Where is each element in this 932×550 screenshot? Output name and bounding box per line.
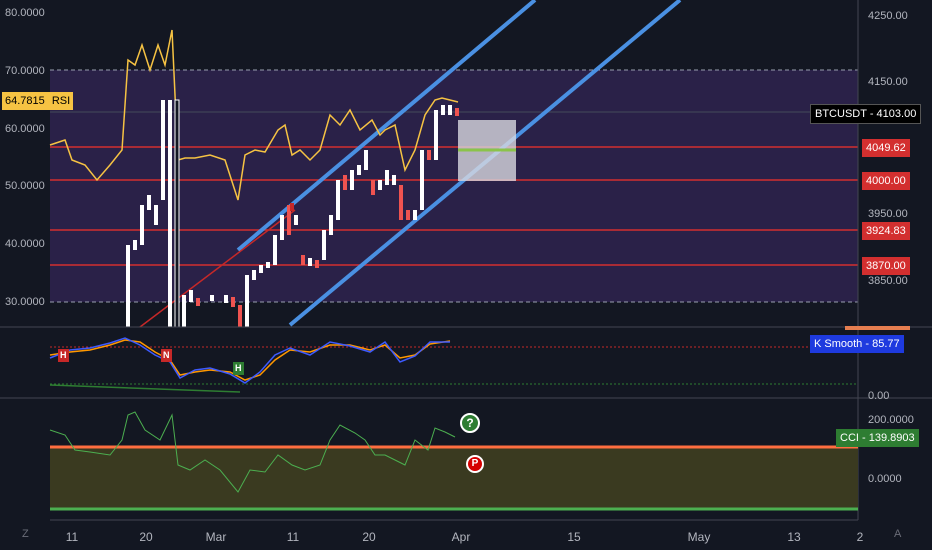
cci-axis-tick: 0.0000 xyxy=(868,473,902,485)
level-label-4000[interactable]: 4000.00 xyxy=(862,172,910,190)
pattern-badge[interactable]: H xyxy=(233,362,244,375)
rsi-axis-tick: 60.0000 xyxy=(5,123,45,135)
time-axis-label: May xyxy=(687,530,711,544)
cci-axis-tick: 200.0000 xyxy=(868,414,914,426)
time-axis-label: 20 xyxy=(139,530,153,544)
k-smooth-label[interactable]: K Smooth - 85.77 xyxy=(810,335,904,353)
k-smooth-name: K Smooth xyxy=(814,338,863,350)
rsi-line xyxy=(49,29,459,201)
time-axis-label: Mar xyxy=(205,530,227,544)
time-axis-label: 20 xyxy=(362,530,376,544)
symbol-price-label[interactable]: BTCUSDT - 4103.00 xyxy=(810,104,922,124)
cci-line xyxy=(49,411,456,493)
symbol-price: 4103.00 xyxy=(876,108,917,120)
scale-indicator xyxy=(845,326,910,330)
trend-red-line xyxy=(139,209,296,328)
candles xyxy=(126,99,459,328)
level-label-3870[interactable]: 3870.00 xyxy=(862,257,910,275)
stoch-k-line xyxy=(49,337,450,384)
pattern-badge[interactable]: H xyxy=(58,349,69,362)
time-axis-corner-left[interactable]: Z xyxy=(22,528,29,540)
k-smooth-sep: - xyxy=(865,338,873,350)
symbol-sep: - xyxy=(869,108,877,120)
rsi-value-badge: 64.7815 RSI xyxy=(2,92,74,110)
time-axis-label: 15 xyxy=(567,530,581,544)
stoch-d-line xyxy=(49,339,451,381)
pattern-badge[interactable]: N xyxy=(161,349,172,362)
time-axis-corner-right[interactable]: A xyxy=(894,528,902,540)
price-axis-tick: 3950.00 xyxy=(868,208,908,220)
rsi-value: 64.7815 xyxy=(5,95,45,107)
rsi-axis-tick: 80.0000 xyxy=(5,7,45,19)
time-axis-label: 13 xyxy=(787,530,801,544)
cci-name: CCI xyxy=(840,432,859,444)
cci-band xyxy=(50,447,858,509)
question-marker-icon[interactable]: ? xyxy=(460,413,480,433)
price-axis-tick: 4150.00 xyxy=(868,76,908,88)
cci-sep: - xyxy=(862,432,869,444)
k-smooth-value: 85.77 xyxy=(872,338,900,350)
rsi-name: RSI xyxy=(51,95,71,107)
time-axis-label: 11 xyxy=(286,530,300,544)
rsi-axis-tick: 30.0000 xyxy=(5,296,45,308)
k-axis-tick: 0.00 xyxy=(868,390,890,402)
candle-signal-badge[interactable] xyxy=(290,203,294,211)
price-axis-tick: 4250.00 xyxy=(868,10,908,22)
rsi-axis-tick: 50.0000 xyxy=(5,180,45,192)
cci-value: 139.8903 xyxy=(868,432,915,444)
price-axis-tick: 3850.00 xyxy=(868,275,908,287)
rsi-axis-tick: 70.0000 xyxy=(5,65,45,77)
symbol-name: BTCUSDT xyxy=(815,108,867,120)
stoch-green-trend xyxy=(49,384,241,393)
prohibit-marker-icon[interactable]: P xyxy=(466,455,484,473)
time-axis-label: Apr xyxy=(451,530,471,544)
cci-label[interactable]: CCI - 139.8903 xyxy=(836,429,919,447)
rsi-axis-tick: 40.0000 xyxy=(5,238,45,250)
level-label-3924[interactable]: 3924.83 xyxy=(862,222,910,240)
level-label-4049[interactable]: 4049.62 xyxy=(862,139,910,157)
time-axis-label: 2 xyxy=(856,530,864,544)
time-axis-label: 11 xyxy=(65,530,79,544)
